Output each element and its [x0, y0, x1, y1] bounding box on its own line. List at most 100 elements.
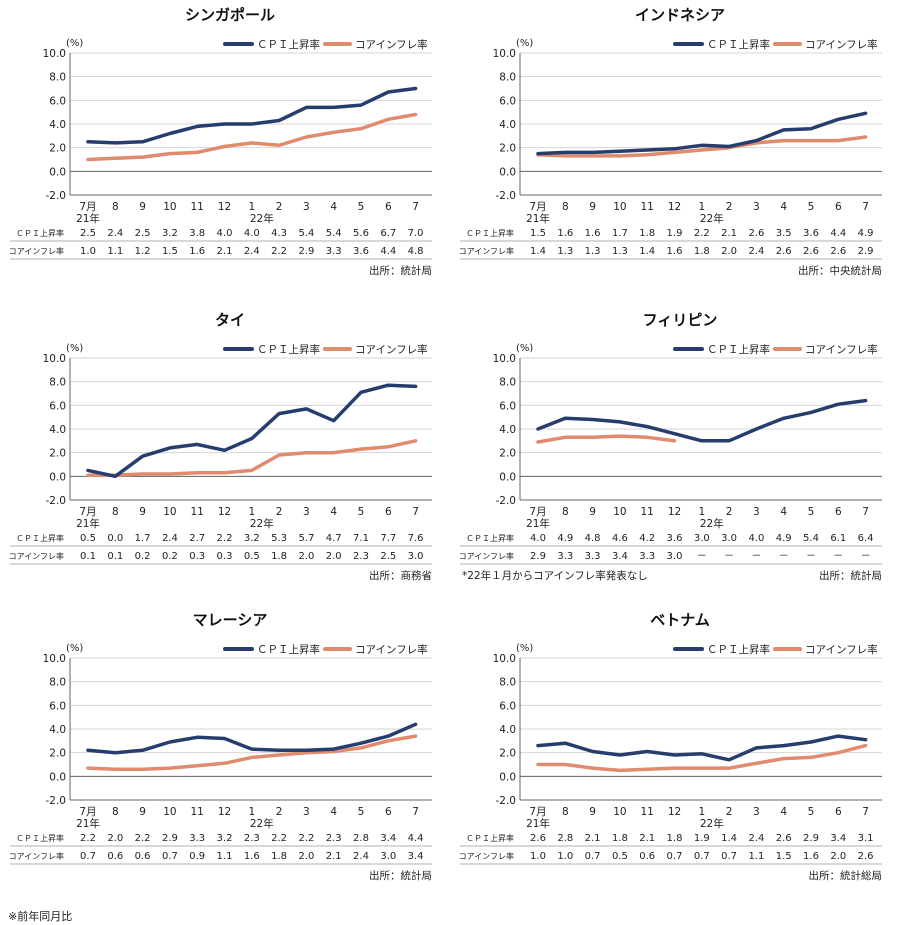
table-cell: 1.8	[271, 851, 287, 862]
x-tick-label: 10	[163, 201, 176, 213]
table-cell: 1.8	[667, 833, 683, 844]
table-cell: 4.0	[217, 228, 233, 239]
y-tick-label: 0.0	[499, 166, 516, 178]
table-cell: 2.5	[80, 228, 96, 239]
table-cell: －	[779, 551, 789, 562]
unit-label: (%)	[516, 643, 533, 654]
x-tick-label: 7	[412, 806, 419, 818]
table-cell: 0.6	[135, 851, 151, 862]
table-cell: 2.6	[776, 833, 792, 844]
x-tick-label: 10	[613, 806, 626, 818]
table-cell: 1.9	[667, 228, 683, 239]
x-tick-label: 12	[668, 201, 681, 213]
x-year-label: 21年	[76, 517, 100, 530]
table-cell: 2.9	[298, 246, 314, 257]
x-tick-label: 8	[562, 806, 569, 818]
chart-title: インドネシア	[635, 6, 725, 24]
y-tick-label: 10.0	[43, 48, 66, 60]
x-tick-label: 1	[698, 201, 705, 213]
table-cell: 0.7	[721, 851, 737, 862]
table-cell: 2.9	[803, 833, 819, 844]
table-row-label-cpi: ＣＰＩ上昇率	[16, 228, 64, 238]
chart-svg: ベトナム(%) ＣＰＩ上昇率 コアインフレ率10.08.06.04.02.00.0-…	[459, 611, 883, 882]
table-cell: 1.6	[803, 851, 819, 862]
x-year-label: 21年	[76, 817, 100, 830]
table-cell: 2.0	[830, 851, 846, 862]
legend-label-cpi: ＣＰＩ上昇率	[257, 38, 320, 51]
y-tick-label: -2.0	[496, 190, 517, 202]
table-cell: 5.3	[271, 533, 287, 544]
x-tick-label: 3	[753, 201, 760, 213]
chart-title: タイ	[215, 311, 245, 329]
table-cell: 1.5	[530, 228, 546, 239]
y-tick-label: 8.0	[49, 677, 66, 689]
x-tick-label: 12	[218, 506, 231, 518]
chart-note: *22年１月からコアインフレ率発表なし	[462, 569, 648, 582]
y-tick-label: 2.0	[499, 143, 516, 155]
table-cell: 2.3	[244, 833, 260, 844]
table-cell: 5.6	[353, 228, 369, 239]
legend-label-cpi: ＣＰＩ上昇率	[257, 343, 320, 356]
x-tick-label: 2	[726, 506, 733, 518]
x-tick-label: 6	[835, 201, 842, 213]
y-tick-label: 2.0	[49, 448, 66, 460]
series-line-cpi	[86, 86, 418, 145]
x-tick-label: 11	[641, 506, 654, 518]
table-cell: 1.0	[530, 851, 546, 862]
table-row-label-core: コアインフレ率	[9, 851, 64, 861]
unit-label: (%)	[66, 38, 83, 49]
table-cell: 2.1	[326, 851, 342, 862]
y-tick-label: 6.0	[499, 700, 516, 712]
table-cell: 1.3	[557, 246, 573, 257]
y-tick-label: 4.0	[49, 424, 66, 436]
x-tick-label: 6	[385, 806, 392, 818]
y-tick-label: 10.0	[493, 353, 516, 365]
x-tick-label: 1	[698, 506, 705, 518]
table-cell: －	[833, 551, 843, 562]
table-cell: 3.4	[830, 833, 846, 844]
table-cell: 2.4	[244, 246, 260, 257]
table-cell: 1.6	[244, 851, 260, 862]
table-cell: 3.0	[380, 851, 396, 862]
table-cell: 2.2	[271, 246, 287, 257]
y-tick-label: 4.0	[499, 119, 516, 131]
table-cell: 1.6	[585, 228, 601, 239]
x-year-label: 22年	[700, 817, 724, 830]
source-label: 出所：統計総局	[809, 869, 883, 882]
x-tick-label: 11	[191, 201, 204, 213]
y-tick-label: -2.0	[496, 495, 517, 507]
table-cell: －	[697, 551, 707, 562]
y-tick-label: 6.0	[499, 400, 516, 412]
chart-title: マレーシア	[193, 611, 268, 629]
table-cell: 2.1	[721, 228, 737, 239]
x-tick-label: 8	[112, 806, 119, 818]
x-tick-label: 9	[139, 806, 146, 818]
table-cell: －	[751, 551, 761, 562]
legend-label-cpi: ＣＰＩ上昇率	[257, 643, 320, 656]
table-cell: 2.1	[585, 833, 601, 844]
table-cell: 1.8	[612, 833, 628, 844]
x-tick-label: 5	[358, 201, 365, 213]
x-tick-label: 9	[589, 201, 596, 213]
table-cell: 6.7	[380, 228, 396, 239]
x-tick-label: 8	[112, 506, 119, 518]
table-cell: 0.2	[135, 551, 151, 562]
chart-svg: シンガポール(%) ＣＰＩ上昇率 コアインフレ率10.08.06.04.02.00.…	[9, 6, 432, 277]
unit-label: (%)	[66, 343, 83, 354]
table-cell: 1.4	[639, 246, 655, 257]
table-cell: 0.0	[107, 533, 123, 544]
table-cell: 2.2	[298, 833, 314, 844]
x-tick-label: 7	[862, 506, 869, 518]
chart-title: シンガポール	[185, 6, 275, 24]
table-cell: 1.7	[135, 533, 151, 544]
table-cell: 4.7	[326, 533, 342, 544]
table-cell: 2.1	[217, 246, 233, 257]
table-cell: 0.5	[612, 851, 628, 862]
table-cell: 7.0	[408, 228, 424, 239]
x-year-label: 22年	[700, 517, 724, 530]
x-tick-label: 3	[753, 806, 760, 818]
table-cell: 3.3	[639, 551, 655, 562]
table-cell: 1.1	[748, 851, 764, 862]
table-cell: 1.0	[80, 246, 96, 257]
y-tick-label: 8.0	[49, 72, 66, 84]
